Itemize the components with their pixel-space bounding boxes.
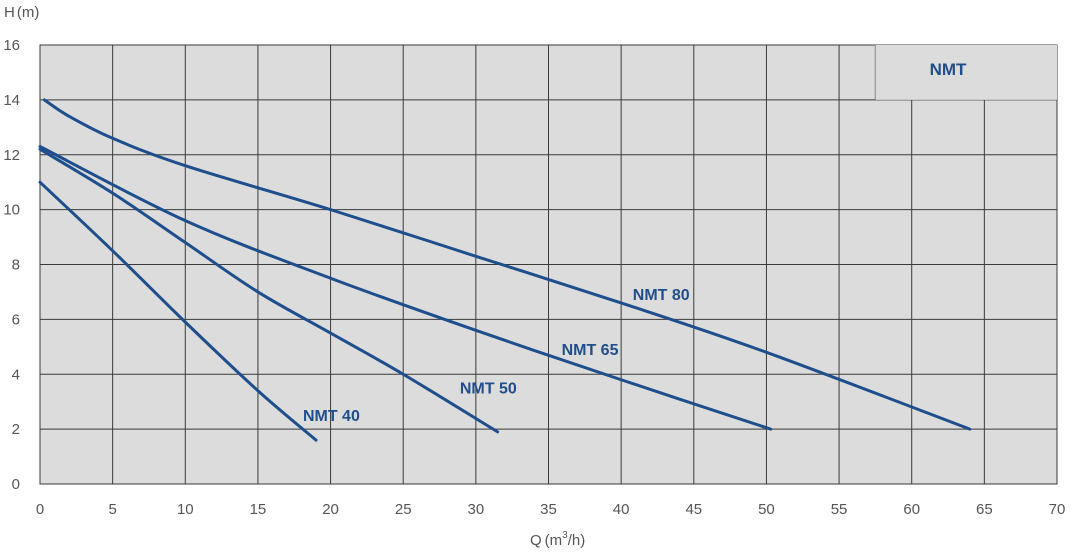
y-axis-label: H (m) xyxy=(4,4,39,21)
chart-title: NMT xyxy=(930,60,967,79)
title-box xyxy=(875,45,1057,100)
y-tick-label: 6 xyxy=(12,311,20,328)
y-axis-label-unit: (m) xyxy=(17,4,40,21)
series-line-nmt-65 xyxy=(38,145,773,431)
series-label-nmt-50: NMT 50 xyxy=(460,380,517,397)
x-tick-label: 15 xyxy=(250,501,267,518)
x-axis-label-unit-post: /h) xyxy=(568,532,586,549)
series-label-nmt-80: NMT 80 xyxy=(633,287,690,304)
y-tick-label: 8 xyxy=(12,257,20,274)
y-tick-label: 16 xyxy=(3,37,20,54)
y-tick-label: 0 xyxy=(12,476,20,493)
x-tick-label: 50 xyxy=(758,501,775,518)
y-tick-labels: 0 2 4 6 8 10 12 14 16 xyxy=(3,37,20,493)
y-tick-label: 10 xyxy=(3,202,20,219)
x-tick-label: 10 xyxy=(177,501,194,518)
x-tick-label: 20 xyxy=(322,501,339,518)
y-tick-label: 12 xyxy=(3,147,20,164)
y-tick-label: 14 xyxy=(3,92,20,109)
x-axis-label-unit-sup: 3 xyxy=(562,530,568,541)
x-tick-label: 5 xyxy=(108,501,116,518)
y-tick-label: 2 xyxy=(12,421,20,438)
series-line-nmt-50 xyxy=(38,147,500,434)
series-line-nmt-40 xyxy=(38,180,318,442)
x-tick-labels: 0 5 10 15 20 25 30 35 40 45 50 55 60 65 70 xyxy=(36,501,1066,518)
x-axis-label: Q (m3/h) xyxy=(530,530,585,549)
data-series xyxy=(38,98,972,442)
x-tick-label: 45 xyxy=(685,501,702,518)
series-line-nmt-80 xyxy=(42,98,972,431)
x-tick-label: 40 xyxy=(613,501,630,518)
x-tick-label: 70 xyxy=(1049,501,1066,518)
x-tick-label: 65 xyxy=(976,501,993,518)
x-tick-label: 35 xyxy=(540,501,557,518)
series-labels: NMT 40 NMT 50 NMT 65 NMT 80 xyxy=(303,287,690,425)
grid-lines xyxy=(40,45,1057,484)
x-tick-label: 0 xyxy=(36,501,44,518)
series-label-nmt-40: NMT 40 xyxy=(303,408,360,425)
y-axis-label-symbol: H xyxy=(4,4,15,21)
x-axis-label-unit-pre: (m xyxy=(545,532,563,549)
x-axis-label-symbol: Q xyxy=(530,532,542,549)
x-tick-label: 55 xyxy=(831,501,848,518)
series-label-nmt-65: NMT 65 xyxy=(562,342,619,359)
x-tick-label: 30 xyxy=(468,501,485,518)
x-tick-label: 25 xyxy=(395,501,412,518)
x-tick-label: 60 xyxy=(903,501,920,518)
y-tick-label: 4 xyxy=(12,366,20,383)
